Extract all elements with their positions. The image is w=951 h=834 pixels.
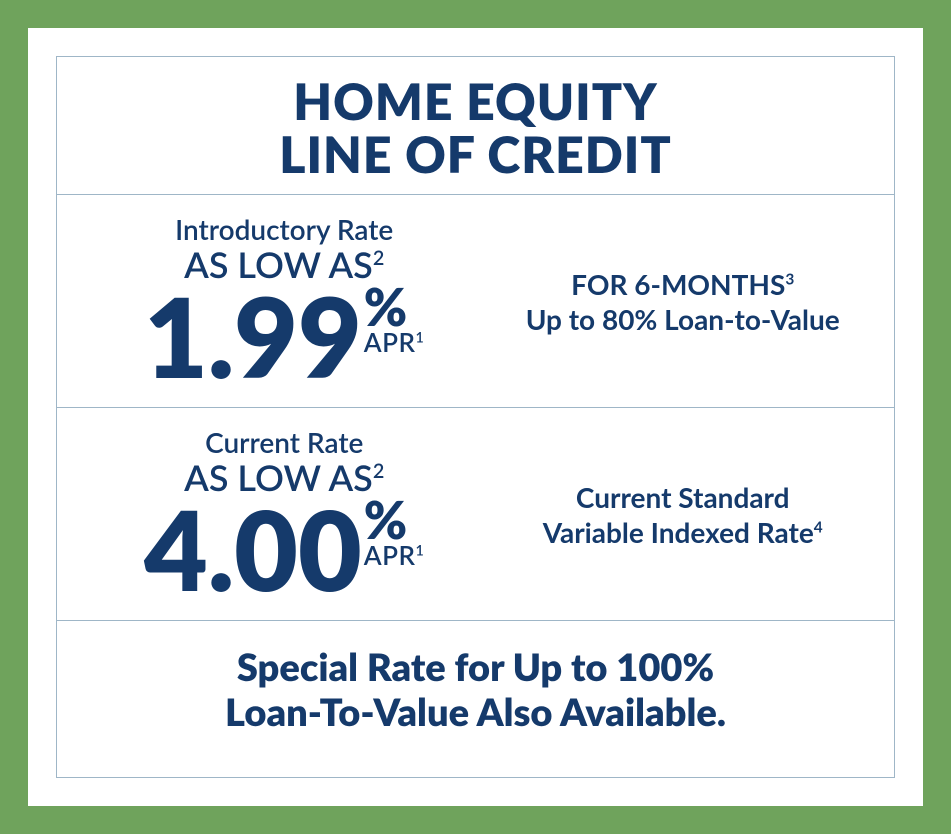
current-rate-left: Current Rate AS LOW AS2 4.00 % APR1 xyxy=(77,428,491,602)
current-aslow-sup: 2 xyxy=(373,459,384,483)
current-label: Current Rate xyxy=(77,428,491,457)
current-right-line1: Current Standard xyxy=(491,480,874,515)
footer-line1: Special Rate for Up to 100% xyxy=(67,645,884,691)
title-line1: HOME EQUITY xyxy=(67,75,884,128)
current-pct-apr: % APR1 xyxy=(364,497,425,568)
intro-right-line2: Up to 80% Loan-to-Value xyxy=(491,302,874,337)
footer-line2: Loan-To-Value Also Available. xyxy=(67,690,884,736)
intro-pct-apr: % APR1 xyxy=(364,284,425,355)
intro-rate-row: Introductory Rate AS LOW AS2 1.99 % APR1… xyxy=(57,195,894,408)
intro-label: Introductory Rate xyxy=(77,215,491,244)
intro-rate-number: 1.99 xyxy=(144,284,362,389)
current-apr: APR1 xyxy=(364,542,425,568)
current-right-line2: Variable Indexed Rate4 xyxy=(491,515,874,550)
intro-apr: APR1 xyxy=(364,329,425,355)
current-rate-number: 4.00 xyxy=(144,497,362,602)
intro-percent: % xyxy=(364,284,407,331)
intro-right-line1: FOR 6-MONTHS3 xyxy=(491,267,874,302)
title-row: HOME EQUITY LINE OF CREDIT xyxy=(57,57,894,195)
title-line2: LINE OF CREDIT xyxy=(67,128,884,181)
intro-aslow-sup: 2 xyxy=(373,246,384,270)
intro-rate-left: Introductory Rate AS LOW AS2 1.99 % APR1 xyxy=(77,215,491,389)
current-percent: % xyxy=(364,497,407,544)
outer-frame: HOME EQUITY LINE OF CREDIT Introductory … xyxy=(0,0,951,834)
content-panel: HOME EQUITY LINE OF CREDIT Introductory … xyxy=(56,56,895,778)
current-big-rate: 4.00 % APR1 xyxy=(144,497,424,602)
current-rate-right: Current Standard Variable Indexed Rate4 xyxy=(491,480,874,550)
intro-rate-right: FOR 6-MONTHS3 Up to 80% Loan-to-Value xyxy=(491,267,874,337)
inner-white: HOME EQUITY LINE OF CREDIT Introductory … xyxy=(28,28,923,806)
current-rate-row: Current Rate AS LOW AS2 4.00 % APR1 Curr… xyxy=(57,408,894,621)
intro-big-rate: 1.99 % APR1 xyxy=(144,284,424,389)
footer-row: Special Rate for Up to 100% Loan-To-Valu… xyxy=(57,621,894,764)
